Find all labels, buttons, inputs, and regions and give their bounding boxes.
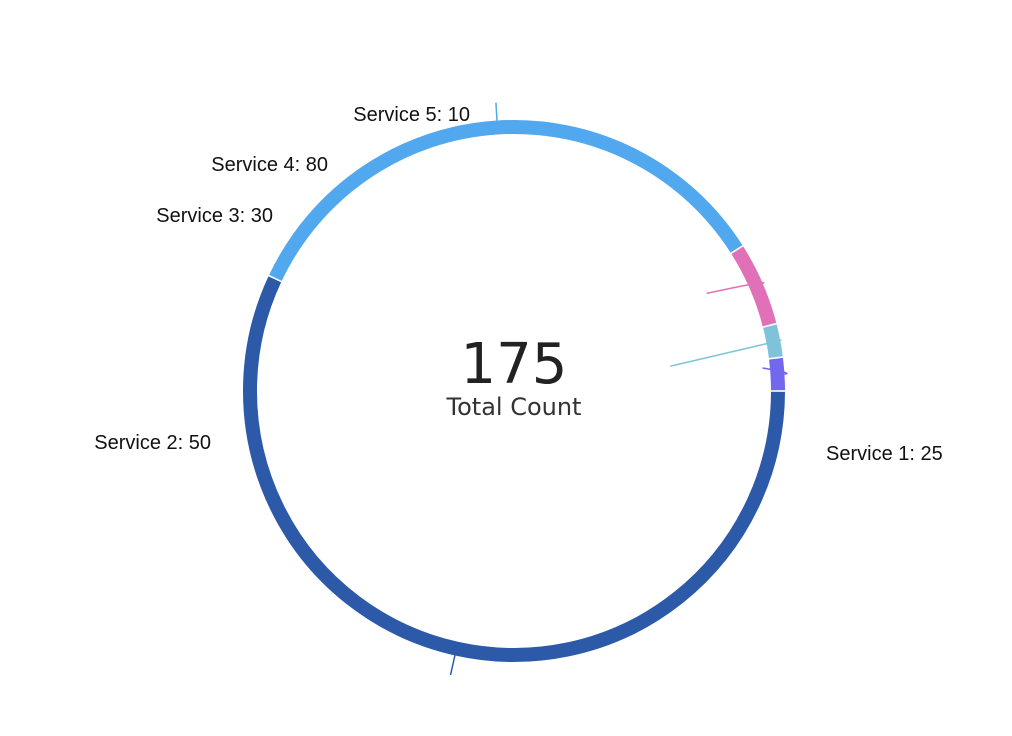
slice-label-2: Service 2: 50 [94, 432, 211, 454]
leader-line-5 [762, 367, 788, 375]
slice-label-5: Service 5: 10 [353, 104, 470, 126]
leader-line-2 [495, 102, 498, 121]
slice-labels: Service 1: 25 Service 2: 50 Service 3: 30 S… [94, 104, 942, 465]
donut-slice-5[interactable] [769, 357, 785, 391]
slice-label-1: Service 1: 25 [826, 443, 943, 465]
donut-slice-3[interactable] [731, 246, 777, 327]
donut-slice-2[interactable] [269, 120, 743, 281]
label-leaders [449, 102, 788, 676]
slice-label-3: Service 3: 30 [156, 205, 273, 227]
center-total-caption: Total Count [446, 393, 582, 421]
leader-line-3 [706, 281, 765, 295]
donut-slice-1[interactable] [243, 276, 785, 662]
slice-label-4: Service 4: 80 [211, 154, 328, 176]
center-total-value: 175 [461, 332, 568, 397]
donut-arcs [243, 120, 785, 662]
leader-line-1 [449, 655, 456, 676]
leader-line-4 [670, 339, 782, 367]
